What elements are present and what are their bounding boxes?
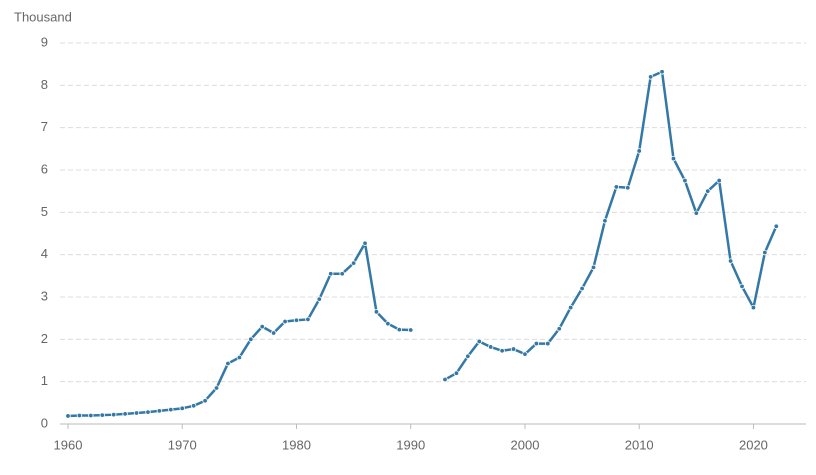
y-tick-label: 7 — [41, 119, 48, 134]
point — [133, 410, 140, 416]
point — [225, 360, 231, 367]
point — [545, 340, 551, 347]
point — [316, 296, 323, 302]
point — [270, 330, 277, 336]
point — [670, 155, 677, 162]
point — [76, 412, 83, 419]
point — [727, 258, 734, 264]
point — [282, 318, 288, 325]
point — [156, 408, 163, 414]
point — [682, 177, 688, 184]
point — [213, 385, 220, 391]
x-tick-label: 2020 — [739, 437, 768, 452]
point — [305, 316, 311, 323]
point — [716, 177, 722, 184]
point — [236, 354, 243, 361]
x-tick-label: 1970 — [168, 437, 197, 452]
point — [408, 327, 414, 333]
y-axis-label: Thousand — [14, 9, 72, 24]
point — [522, 351, 528, 357]
point — [739, 283, 745, 290]
point — [442, 376, 448, 383]
point — [99, 412, 105, 418]
point — [533, 340, 540, 347]
point — [373, 309, 380, 315]
point — [487, 344, 494, 350]
x-tick-label: 2010 — [625, 437, 654, 452]
point — [168, 406, 174, 413]
point — [350, 260, 357, 266]
point — [499, 348, 505, 354]
point — [362, 240, 368, 246]
y-tick-label: 0 — [41, 415, 48, 430]
line — [67, 70, 778, 418]
point — [396, 326, 402, 333]
point — [659, 69, 665, 75]
y-tick-label: 4 — [41, 246, 48, 261]
point — [465, 353, 471, 359]
point — [556, 326, 562, 332]
point — [762, 249, 768, 256]
y-tick-label: 1 — [41, 373, 48, 388]
point — [693, 210, 700, 216]
point — [122, 411, 128, 417]
y-tick-label: 5 — [41, 204, 48, 219]
point — [602, 218, 608, 224]
point — [579, 285, 585, 292]
point — [88, 412, 94, 419]
x-tick-label: 1960 — [54, 437, 83, 452]
point — [145, 409, 151, 415]
point — [110, 411, 117, 418]
y-tick-label: 6 — [41, 161, 48, 176]
point — [510, 346, 517, 352]
point — [647, 74, 654, 80]
point — [636, 148, 642, 154]
point — [567, 304, 574, 311]
point — [190, 403, 197, 409]
point — [328, 271, 334, 277]
point — [773, 223, 779, 230]
x-tick-label: 1980 — [282, 437, 311, 452]
point — [705, 188, 711, 194]
point — [625, 185, 631, 191]
y-tick-label: 2 — [41, 331, 48, 346]
y-tick-label: 8 — [41, 77, 48, 92]
point — [750, 304, 757, 311]
y-tick-label: 9 — [41, 34, 48, 49]
point — [179, 405, 185, 412]
point — [476, 338, 482, 345]
x-tick-label: 1990 — [396, 437, 425, 452]
point — [339, 271, 345, 277]
point — [453, 370, 460, 376]
point — [65, 413, 71, 419]
point — [613, 184, 620, 190]
point — [293, 317, 300, 323]
x-tick-label: 2000 — [511, 437, 540, 452]
y-tick-label: 3 — [41, 288, 48, 303]
point — [202, 398, 208, 404]
point — [259, 323, 265, 330]
point — [590, 264, 597, 271]
point — [385, 320, 391, 327]
point — [248, 336, 254, 343]
